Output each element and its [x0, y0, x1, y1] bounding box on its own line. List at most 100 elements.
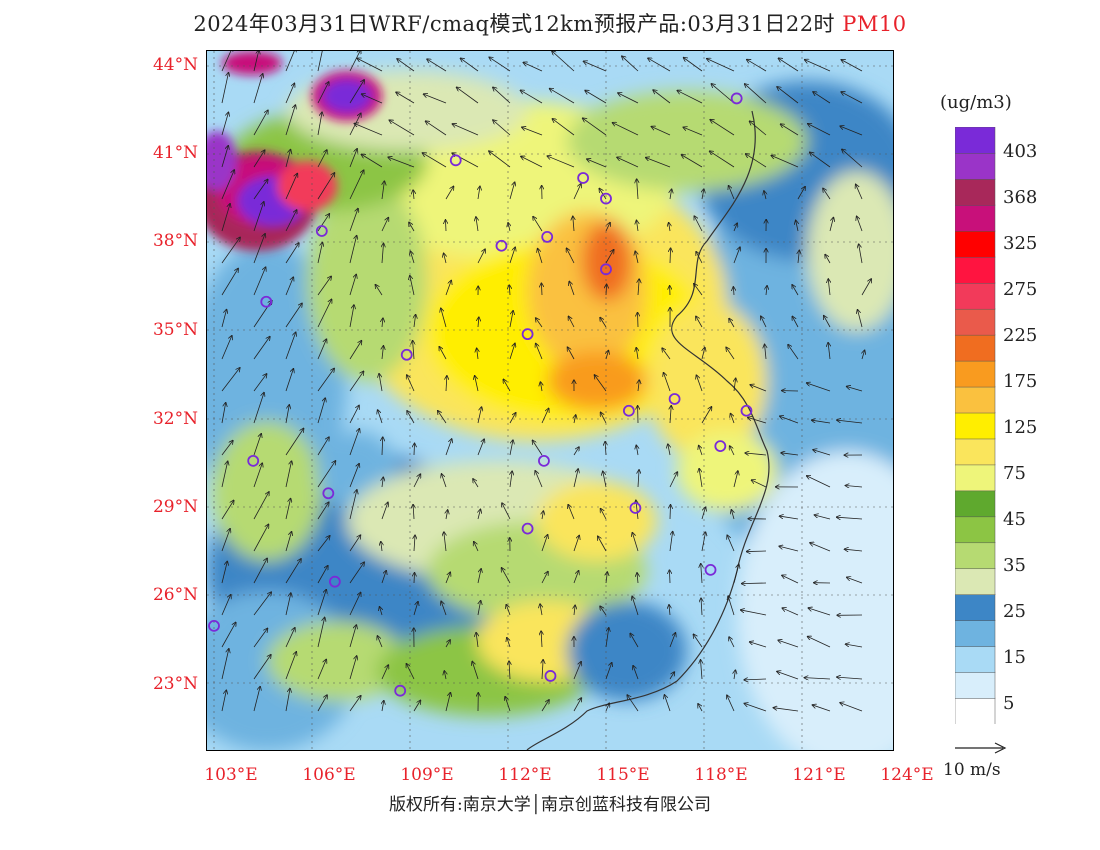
wind-arrow [317, 173, 334, 200]
wind-vectors [221, 51, 871, 712]
wind-arrow [669, 605, 670, 616]
city-marker [495, 239, 508, 252]
colorbar-swatch [955, 256, 996, 284]
city-marker [714, 440, 727, 453]
city-marker [577, 172, 590, 184]
wind-arrow [840, 703, 863, 712]
wind-arrow [407, 411, 415, 424]
colorbar-swatch [955, 593, 996, 621]
wind-arrow [636, 445, 638, 456]
wind-arrow [317, 590, 326, 616]
wind-arrow [701, 407, 712, 424]
wind-arrow [664, 695, 671, 712]
colorbar-swatch [955, 282, 996, 310]
wind-arrow [221, 146, 228, 168]
wind-arrow [349, 305, 354, 328]
wind-arrow [601, 509, 607, 520]
colorbar-swatch [955, 671, 996, 699]
lon-label: 121°E [792, 765, 846, 785]
wind-arrow [349, 149, 357, 168]
wind-arrow [221, 112, 228, 136]
wind-arrow [439, 347, 447, 360]
wind-arrow [502, 503, 511, 520]
wind-arrow [317, 502, 329, 520]
lat-label: 23°N [152, 674, 198, 694]
colorbar-label: 5 [1003, 693, 1015, 714]
wind-arrow [285, 628, 295, 648]
wind-arrow [317, 214, 329, 232]
wind-arrow [362, 94, 383, 104]
wind-arrow [317, 299, 332, 328]
wind-arrow [221, 622, 236, 648]
wind-arrow [221, 269, 238, 296]
wind-arrow [606, 351, 608, 360]
wind-arrow [701, 532, 705, 552]
wind-arrow [684, 58, 703, 72]
wind-arrow [285, 499, 291, 520]
wind-arrow [747, 60, 767, 72]
wind-arrow [573, 216, 574, 232]
wind-arrow [444, 532, 446, 552]
wind-arrow [473, 479, 479, 488]
wind-arrow [285, 332, 296, 360]
lon-label: 112°E [498, 765, 552, 785]
wind-arrow [221, 500, 234, 520]
wind-arrow [669, 223, 670, 232]
wind-arrow [349, 236, 357, 264]
wind-arrow [503, 379, 511, 392]
city-marker [740, 404, 753, 417]
wind-arrow [669, 633, 675, 648]
lon-label: 124°E [880, 765, 934, 785]
wind-arrow [825, 255, 831, 264]
wind-arrow [638, 470, 639, 488]
wind-arrow [726, 347, 735, 360]
colorbar-label: 403 [1003, 141, 1038, 162]
wind-arrow [747, 551, 767, 552]
colorbar-swatch [955, 127, 996, 154]
colorbar-swatch [955, 697, 996, 724]
wind-arrow [380, 607, 382, 616]
wind-arrow [221, 690, 226, 712]
wind-arrow [701, 507, 705, 520]
colorbar-swatch [955, 204, 996, 232]
city-markers [208, 92, 753, 697]
wind-arrow [682, 155, 703, 168]
wind-arrow [727, 535, 735, 552]
wind-arrow [475, 376, 479, 392]
wind-arrow [506, 605, 511, 616]
wind-arrow [574, 605, 575, 616]
map-canvas [207, 51, 893, 750]
colorbar-swatch [955, 568, 996, 595]
wind-arrow [253, 374, 267, 392]
wind-arrow [221, 461, 228, 488]
wind-arrow [670, 248, 671, 264]
wind-arrow [379, 374, 383, 392]
wind-arrow [812, 705, 831, 712]
wind-arrow [375, 285, 383, 296]
wind-arrow [780, 416, 799, 424]
wind-arrow [253, 655, 271, 680]
wind-arrow [349, 625, 356, 648]
wind-arrow [409, 222, 415, 232]
wind-arrow [253, 524, 268, 552]
lat-label: 32°N [152, 409, 198, 429]
wind-arrow [510, 471, 512, 488]
coastline [526, 110, 770, 750]
wind-arrow [664, 373, 671, 392]
wind-arrow [285, 83, 294, 104]
wind-arrow [253, 393, 264, 424]
wind-arrow [317, 695, 327, 712]
wind-arrow [605, 223, 610, 232]
graticule [207, 51, 893, 750]
wind-arrow [733, 564, 739, 584]
wind-arrow [422, 153, 447, 168]
wind-arrow [583, 118, 607, 136]
wind-arrow [285, 593, 291, 616]
wind-arrow [734, 670, 735, 680]
wind-arrow [317, 339, 326, 360]
wind-arrow [744, 703, 767, 712]
wind-arrow [701, 564, 702, 584]
colorbar-label: 35 [1003, 555, 1026, 576]
wind-arrow [442, 474, 447, 488]
wind-arrow [606, 284, 607, 296]
